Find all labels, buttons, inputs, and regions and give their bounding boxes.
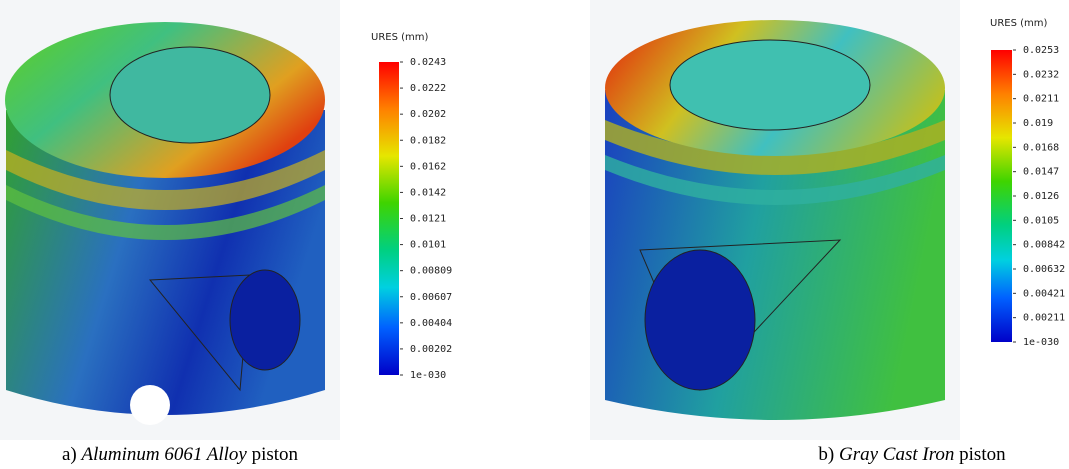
legend-label: 0.0121 (410, 214, 446, 225)
legend-title: URES (mm) (990, 18, 1047, 29)
legend-label: 1e-030 (410, 370, 446, 381)
colorbar (991, 50, 1012, 342)
legend-label: 0.00202 (410, 344, 452, 355)
legend-title: URES (mm) (371, 32, 428, 43)
legend-label: 0.0232 (1023, 69, 1059, 80)
legend-label: 0.0182 (410, 135, 446, 146)
colorbar (379, 62, 399, 375)
legend-label: 0.0168 (1023, 142, 1059, 153)
caption-prefix: a) (62, 444, 77, 465)
caption-suffix: piston (959, 444, 1006, 465)
legend-label: 0.0142 (410, 187, 446, 198)
caption: a) Aluminum 6061 Alloy piston (62, 444, 299, 465)
legend-label: 0.0105 (1023, 215, 1059, 226)
caption-material: Aluminum 6061 Alloy (79, 444, 247, 465)
legend-label: 0.00809 (410, 266, 452, 277)
caption: b) Gray Cast Iron piston (818, 444, 1006, 465)
legend-label: 0.0126 (1023, 191, 1059, 202)
piston-render (590, 0, 960, 440)
legend-label: 1e-030 (1023, 337, 1059, 348)
legend-label: 0.0222 (410, 83, 446, 94)
legend-label: 0.0101 (410, 240, 446, 251)
legend-label: 0.00632 (1023, 264, 1065, 275)
legend-label: 0.00842 (1023, 240, 1065, 251)
caption-prefix: b) (818, 444, 834, 465)
legend-label: 0.0253 (1023, 45, 1059, 56)
legend-label: 0.0211 (1023, 94, 1059, 105)
legend-label: 0.0147 (1023, 167, 1059, 178)
caption-suffix: piston (252, 444, 299, 465)
legend-label: 0.00421 (1023, 288, 1065, 299)
legend-label: 0.00404 (410, 318, 452, 329)
legend-label: 0.019 (1023, 118, 1053, 129)
legend-label: 0.0243 (410, 57, 446, 68)
legend-label: 0.00607 (410, 292, 452, 303)
piston-render (0, 0, 340, 440)
legend-label: 0.0202 (410, 109, 446, 120)
legend-label: 0.00211 (1023, 313, 1065, 324)
legend-label: 0.0162 (410, 161, 446, 172)
caption-material: Gray Cast Iron (839, 444, 954, 465)
figure: URES (mm) URES (mm) a) Aluminum 6061 All… (0, 0, 1069, 469)
